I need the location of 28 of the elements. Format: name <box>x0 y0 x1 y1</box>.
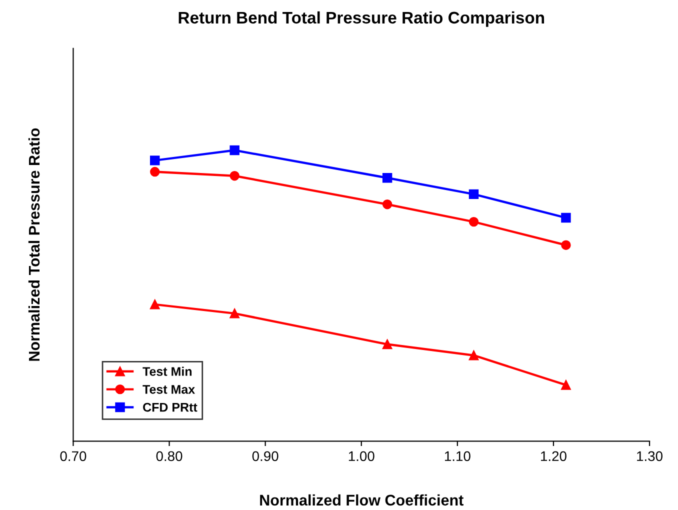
point <box>150 156 160 166</box>
x-tick-label: 0.90 <box>252 451 278 462</box>
x-tick-label: 1.20 <box>541 451 566 462</box>
legend-label: CFD PRtt <box>143 402 198 412</box>
point <box>382 339 392 350</box>
x-tick-label: 1.00 <box>348 451 374 462</box>
legend-label: Test Max <box>142 385 196 394</box>
x-tick-label: 0.80 <box>156 451 182 462</box>
x-axis-title: Normalized Flow Coefficient <box>260 494 464 506</box>
x-tick-label: 1.30 <box>637 451 662 462</box>
x-tick-label: 1.10 <box>444 451 470 462</box>
point <box>561 380 571 390</box>
point <box>150 300 160 310</box>
y-axis-title: Normalized Total Pressure Ratio <box>28 128 40 361</box>
point <box>561 212 571 223</box>
point <box>230 145 240 156</box>
point <box>230 171 240 181</box>
point <box>382 200 392 210</box>
point <box>150 166 160 177</box>
point <box>468 216 479 227</box>
point <box>468 189 479 200</box>
legend-label: Test Min <box>142 366 192 376</box>
point <box>230 308 240 318</box>
x-tick-label: 0.70 <box>60 451 86 462</box>
point <box>561 240 571 250</box>
point <box>382 173 392 183</box>
chart-title: Return Bend Total Pressure Ratio Comparison <box>178 11 544 27</box>
point <box>468 350 479 360</box>
